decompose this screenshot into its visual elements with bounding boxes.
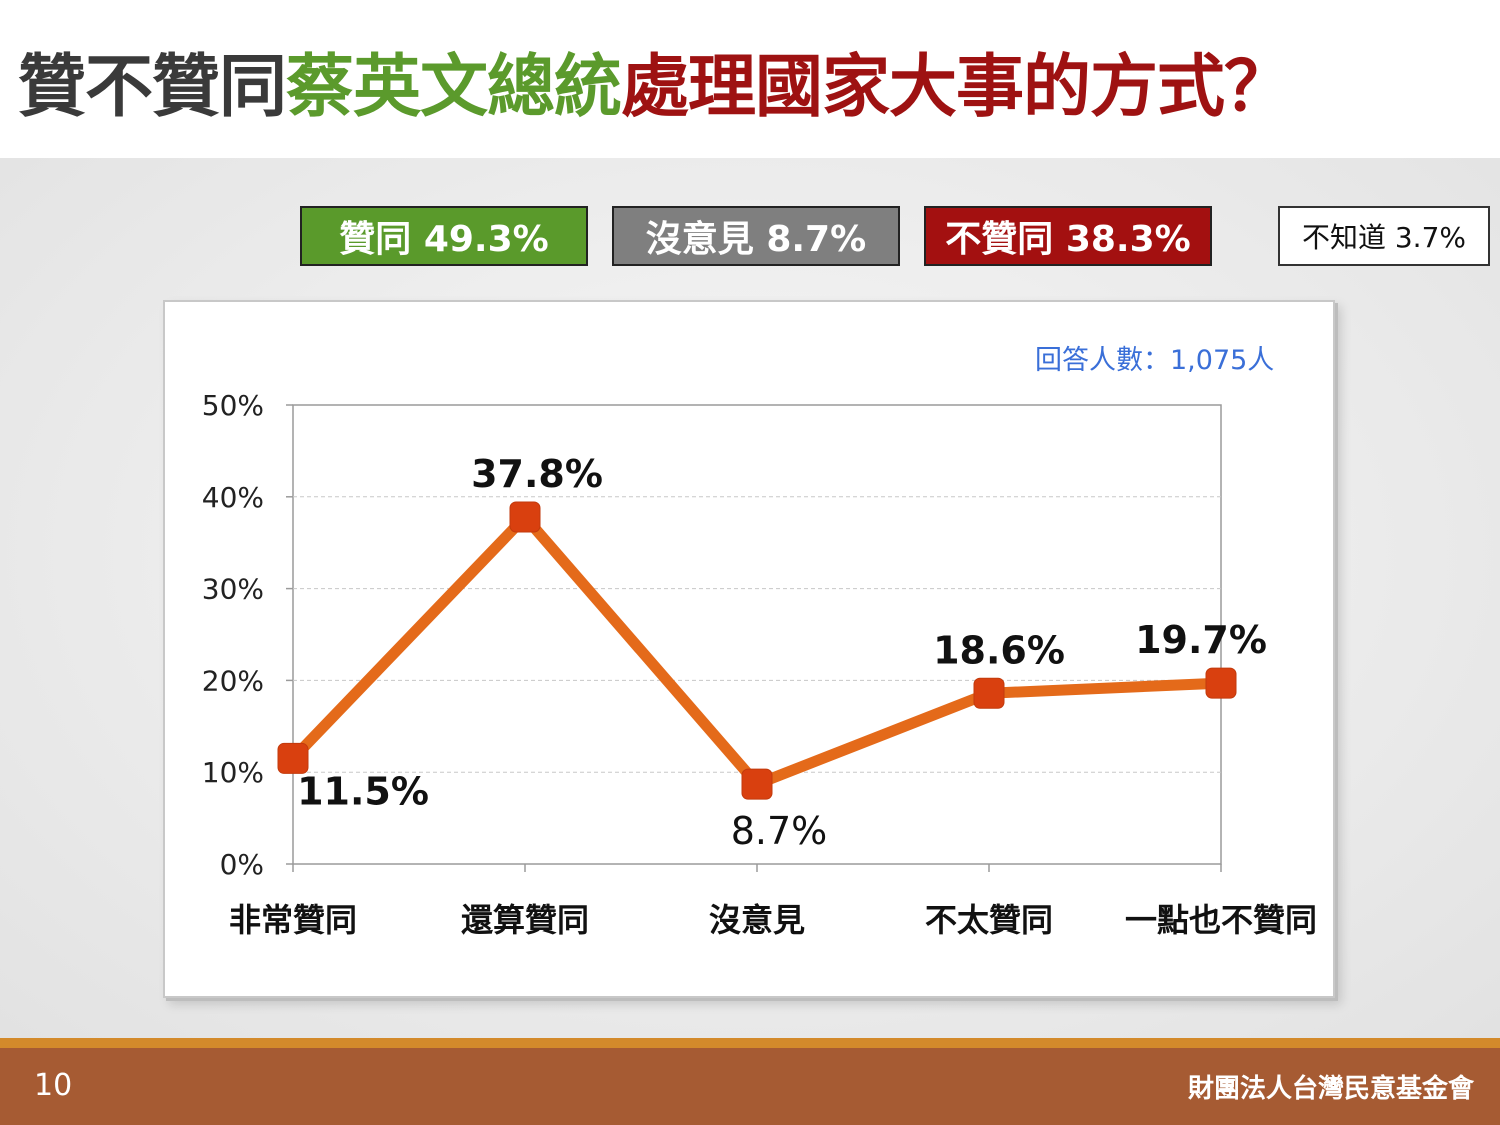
organization-name: 財團法人台灣民意基金會: [1187, 1074, 1474, 1104]
page-title: 贊不贊同蔡英文總統處理國家大事的方式？: [18, 38, 1292, 138]
data-point-marker: [277, 742, 309, 774]
x-tick-label: 不太贊同: [925, 901, 1053, 939]
approve-summary-box: 贊同 49.3%: [300, 206, 588, 266]
x-tick-label: 還算贊同: [461, 901, 589, 939]
data-point-marker: [509, 501, 541, 533]
title-part-president: 蔡英文總統: [286, 48, 622, 127]
footer-bar: [0, 1048, 1500, 1125]
x-tick-label: 一點也不贊同: [1125, 901, 1317, 939]
y-tick-label: 30%: [202, 573, 264, 606]
y-tick-label: 20%: [202, 664, 264, 697]
data-label: 18.6%: [933, 628, 1065, 672]
data-label: 11.5%: [297, 769, 429, 813]
title-part-approve: 贊不贊同: [18, 48, 287, 127]
data-point-marker: [1205, 667, 1237, 699]
data-label: 8.7%: [731, 809, 828, 853]
y-tick-label: 50%: [202, 389, 264, 422]
neutral-summary-box: 沒意見 8.7%: [612, 206, 900, 266]
x-tick-label: 沒意見: [709, 901, 805, 939]
page-number: 10: [34, 1068, 73, 1103]
data-point-marker: [973, 677, 1005, 709]
unknown-summary-box: 不知道 3.7%: [1278, 206, 1490, 266]
series-line: [289, 511, 1222, 790]
chart-panel: [163, 300, 1335, 998]
title-bar: 贊不贊同蔡英文總統處理國家大事的方式？: [0, 0, 1500, 158]
data-label: 19.7%: [1135, 618, 1267, 662]
disapprove-summary-box: 不贊同 38.3%: [924, 206, 1212, 266]
y-tick-label: 40%: [202, 481, 264, 514]
x-tick-label: 非常贊同: [229, 901, 357, 939]
y-tick-label: 0%: [220, 848, 264, 881]
data-label: 37.8%: [471, 452, 603, 496]
title-part-affairs: 處理國家大事的方式？: [621, 48, 1292, 127]
footer-stripe: [0, 1038, 1500, 1048]
respondent-count: 回答人數：1,075人: [1035, 345, 1275, 376]
y-tick-label: 10%: [202, 756, 264, 789]
data-point-marker: [741, 768, 773, 800]
